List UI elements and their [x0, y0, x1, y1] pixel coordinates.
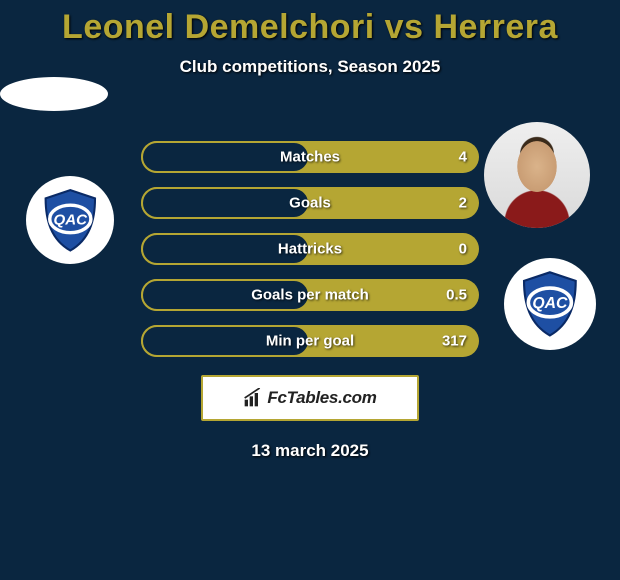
- date-text: 13 march 2025: [0, 441, 620, 461]
- page-title: Leonel Demelchori vs Herrera: [0, 0, 620, 47]
- shield-icon: QAC: [36, 186, 105, 255]
- subtitle: Club competitions, Season 2025: [0, 57, 620, 77]
- stat-row: Hattricks 0: [141, 233, 479, 265]
- stat-row: Matches 4: [141, 141, 479, 173]
- stat-label: Min per goal: [266, 333, 354, 350]
- stat-label: Matches: [280, 149, 340, 166]
- stat-label: Hattricks: [278, 241, 342, 258]
- stat-value-right: 0.5: [446, 287, 467, 304]
- bars-icon: [243, 388, 263, 408]
- player-right-face: [484, 122, 590, 228]
- stat-label: Goals per match: [251, 287, 369, 304]
- stat-value-right: 2: [459, 195, 467, 212]
- comparison-card: Leonel Demelchori vs Herrera Club compet…: [0, 0, 620, 580]
- shield-icon: QAC: [514, 268, 586, 340]
- stat-value-right: 4: [459, 149, 467, 166]
- stat-value-right: 0: [459, 241, 467, 258]
- stat-row: Min per goal 317: [141, 325, 479, 357]
- stat-bar-left: [141, 187, 310, 219]
- stat-row: Goals 2: [141, 187, 479, 219]
- stat-label: Goals: [289, 195, 331, 212]
- stat-row: Goals per match 0.5: [141, 279, 479, 311]
- stats-area: Matches 4 Goals 2 Hattricks 0 Goals per match 0…: [141, 141, 479, 357]
- brand-text: FcTables.com: [267, 388, 376, 408]
- player-left-portrait: [0, 77, 108, 111]
- brand-badge[interactable]: FcTables.com: [201, 375, 419, 421]
- club-code-left: QAC: [53, 211, 88, 228]
- player-right-portrait: [484, 122, 590, 228]
- stat-value-right: 317: [442, 333, 467, 350]
- club-badge-right: QAC: [504, 258, 596, 350]
- club-code-right: QAC: [532, 295, 568, 312]
- club-badge-left: QAC: [26, 176, 114, 264]
